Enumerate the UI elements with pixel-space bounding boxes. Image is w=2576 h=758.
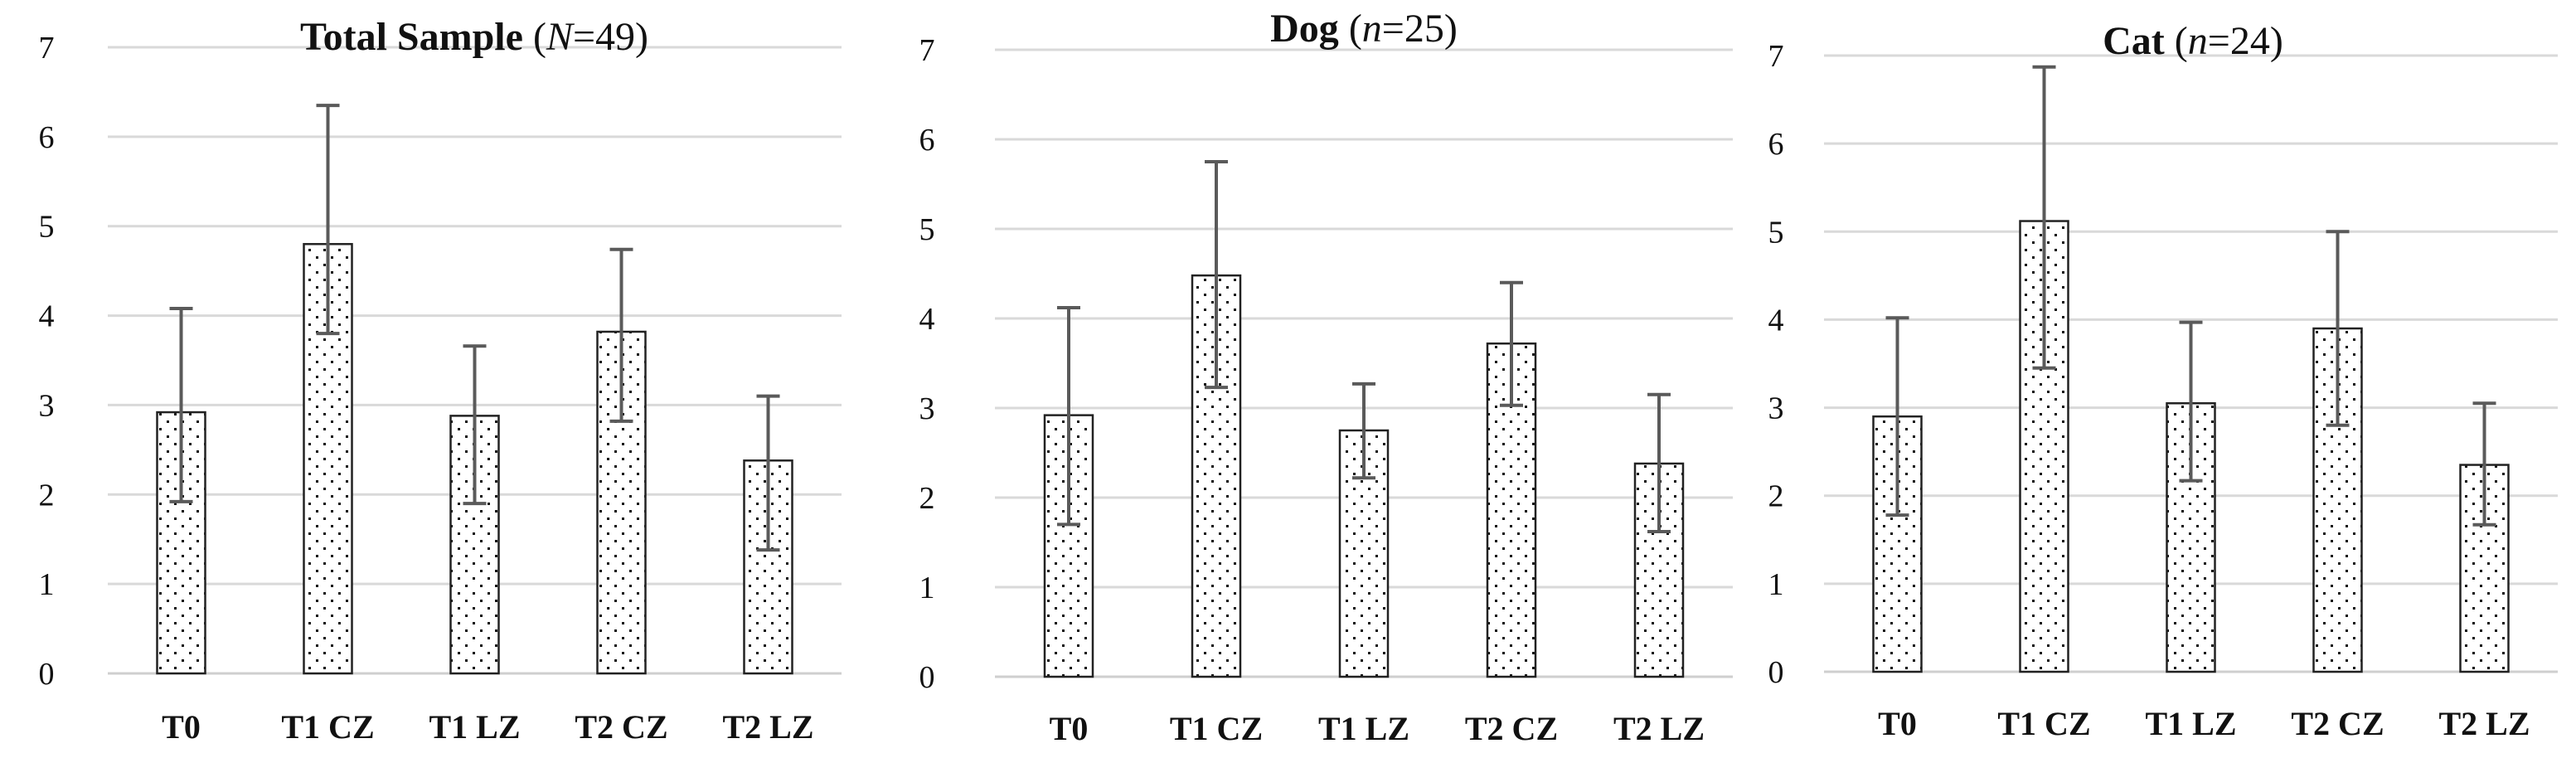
y-tick-label: 4 — [919, 302, 935, 337]
x-tick-label: T1 LZ — [1318, 710, 1409, 747]
y-tick-label: 0 — [1768, 655, 1784, 690]
x-tick-label: T0 — [1050, 710, 1089, 747]
chart-title-n: N — [546, 15, 575, 59]
y-tick-label: 5 — [39, 210, 55, 245]
y-tick-label: 1 — [1768, 567, 1784, 602]
y-tick-label: 7 — [39, 31, 55, 66]
x-tick-label: T1 LZ — [429, 708, 520, 746]
chart-title-n: n — [2188, 19, 2208, 63]
x-tick-label: T1 LZ — [2145, 705, 2236, 742]
chart-title-paren-open: ( — [2175, 19, 2188, 63]
y-tick-label: 2 — [919, 481, 935, 516]
x-tick-label: T2 LZ — [2438, 705, 2530, 742]
chart-title-count: =25) — [1382, 7, 1458, 51]
x-tick-label: T2 CZ — [2291, 705, 2384, 742]
x-tick-label: T2 LZ — [722, 708, 813, 746]
y-tick-label: 2 — [39, 478, 55, 513]
y-tick-label: 6 — [1768, 127, 1784, 162]
chart-title-paren-open: ( — [1349, 7, 1362, 51]
y-tick-label: 0 — [39, 657, 55, 692]
chart-panel-3: 0 1 2 3 4 5 6 7 T0 T1 CZ T1 LZ T2 CZ T2 LZ Cat (n=24) — [1768, 19, 2558, 742]
x-tick-label: T2 CZ — [575, 708, 667, 746]
chart-title-main: Cat — [2103, 19, 2175, 63]
chart-title-main: Total Sample — [300, 15, 533, 59]
x-tick-label: T0 — [1878, 705, 1917, 742]
bar-t1-lz — [449, 415, 500, 675]
y-tick-label: 5 — [1768, 215, 1784, 250]
y-tick-label: 4 — [39, 299, 55, 334]
x-tick-label: T1 CZ — [1170, 710, 1263, 747]
y-tick-label: 7 — [1768, 39, 1784, 74]
x-tick-label: T2 CZ — [1465, 710, 1558, 747]
y-tick-label: 6 — [919, 123, 935, 158]
chart-panel-1: 0 1 2 3 4 5 6 7 T0 T1 CZ T1 LZ T2 CZ T2 LZ Total Samp… — [39, 15, 842, 746]
chart-title: Dog (n=25) — [1270, 7, 1458, 51]
x-tick-label: T0 — [162, 708, 201, 746]
chart-title: Total Sample (N=49) — [300, 15, 648, 59]
y-tick-label: 2 — [1768, 479, 1784, 514]
chart-panel-2: 0 1 2 3 4 5 6 7 T0 T1 CZ T1 LZ T2 CZ T2 LZ Dog (n=25) — [919, 7, 1733, 747]
x-tick-label: T2 LZ — [1613, 710, 1705, 747]
chart-title-main: Dog — [1270, 7, 1349, 51]
y-tick-label: 3 — [1768, 391, 1784, 426]
y-tick-label: 1 — [919, 571, 935, 605]
y-tick-label: 5 — [919, 212, 935, 247]
y-tick-label: 4 — [1768, 303, 1784, 338]
bar-t2-lz — [743, 459, 793, 675]
y-tick-label: 0 — [919, 660, 935, 695]
chart-title-n: n — [1362, 7, 1382, 51]
y-tick-label: 1 — [39, 567, 55, 602]
chart-title: Cat (n=24) — [2103, 19, 2283, 63]
chart-title-count: =49) — [573, 15, 648, 59]
y-tick-label: 3 — [39, 388, 55, 423]
y-tick-label: 6 — [39, 120, 55, 155]
chart-title-count: =24) — [2208, 19, 2283, 63]
x-tick-label: T1 CZ — [281, 708, 374, 746]
x-tick-label: T1 CZ — [1997, 705, 2090, 742]
chart-title-paren-open: ( — [533, 15, 546, 59]
y-tick-label: 7 — [919, 33, 935, 68]
y-tick-label: 3 — [919, 391, 935, 426]
